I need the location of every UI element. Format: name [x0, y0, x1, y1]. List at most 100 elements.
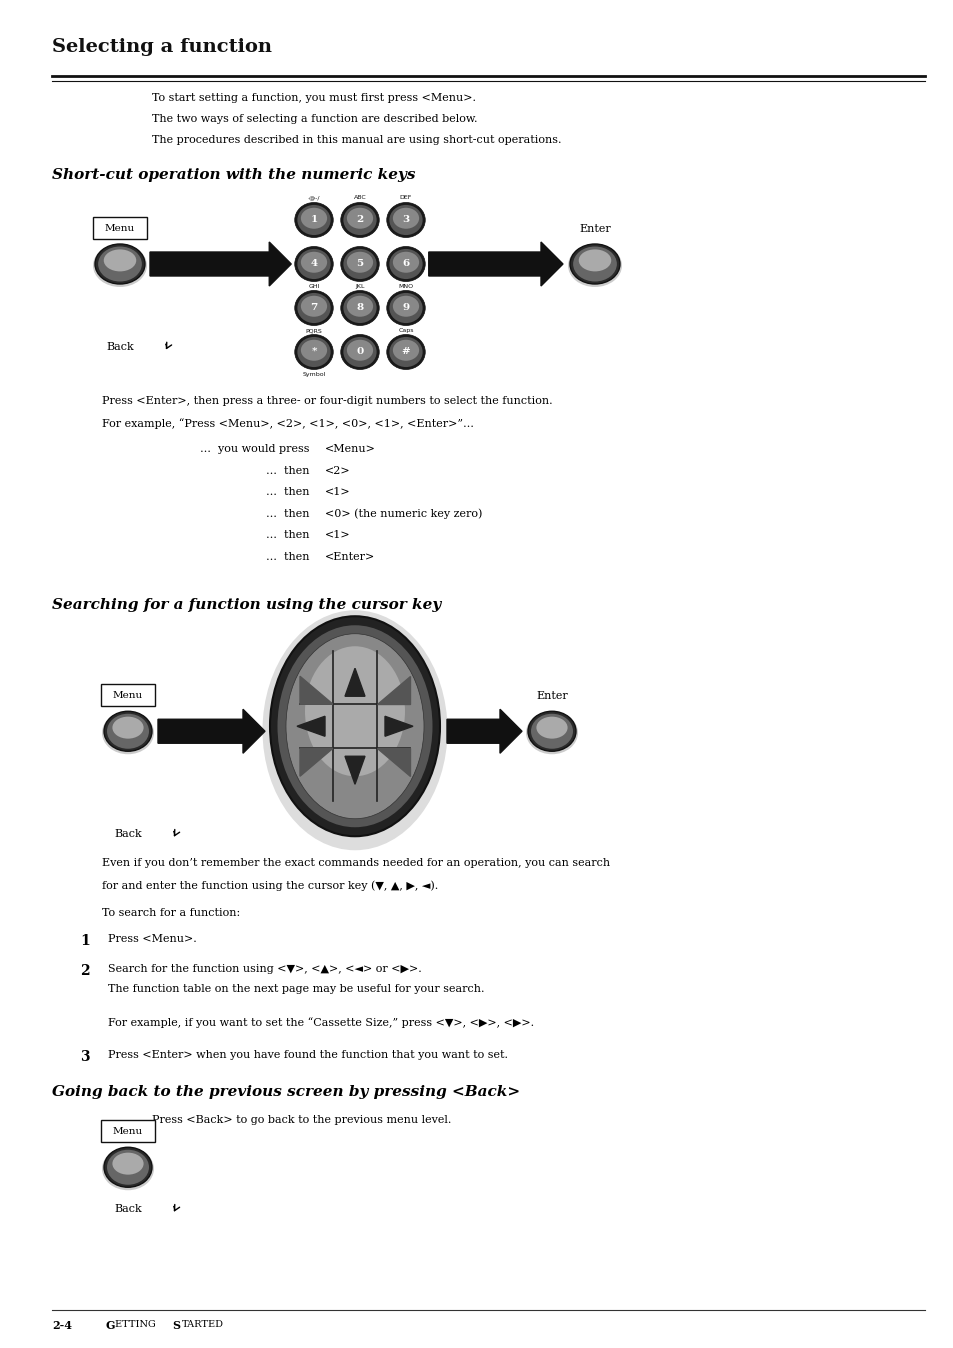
Ellipse shape	[297, 249, 331, 279]
Ellipse shape	[286, 634, 423, 818]
Text: G: G	[105, 1320, 114, 1330]
Text: Press <Back> to go back to the previous menu level.: Press <Back> to go back to the previous …	[152, 1115, 451, 1126]
Text: 3: 3	[80, 1050, 90, 1065]
Text: DEF: DEF	[399, 195, 412, 200]
Ellipse shape	[277, 625, 432, 828]
Text: *: *	[311, 346, 316, 356]
Text: 7: 7	[310, 302, 317, 311]
Text: 4: 4	[310, 259, 317, 268]
Ellipse shape	[297, 293, 331, 324]
Ellipse shape	[112, 717, 144, 739]
Polygon shape	[376, 748, 410, 776]
Ellipse shape	[393, 340, 418, 361]
Ellipse shape	[294, 247, 333, 282]
FancyBboxPatch shape	[92, 217, 147, 239]
Text: #: #	[401, 346, 410, 356]
Ellipse shape	[104, 249, 136, 271]
Text: TARTED: TARTED	[182, 1320, 224, 1329]
Ellipse shape	[300, 208, 327, 229]
Text: Even if you don’t remember the exact commands needed for an operation, you can s: Even if you don’t remember the exact com…	[102, 859, 610, 868]
Text: …  then: … then	[266, 487, 310, 497]
Ellipse shape	[527, 712, 576, 751]
Text: <2>: <2>	[325, 466, 351, 476]
Text: To search for a function:: To search for a function:	[102, 909, 240, 918]
Text: JKL: JKL	[355, 284, 364, 288]
Text: The two ways of selecting a function are described below.: The two ways of selecting a function are…	[152, 115, 477, 124]
Ellipse shape	[340, 202, 379, 237]
Text: <1>: <1>	[325, 530, 351, 541]
Text: ·@-/: ·@-/	[308, 195, 320, 200]
Text: MNO: MNO	[398, 284, 414, 288]
Ellipse shape	[297, 337, 331, 367]
Ellipse shape	[305, 646, 405, 776]
Ellipse shape	[389, 337, 422, 367]
Text: …  then: … then	[266, 530, 310, 541]
Text: 8: 8	[356, 302, 363, 311]
Text: For example, if you want to set the “Cassette Size,” press <▼>, <▶>, <▶>.: For example, if you want to set the “Cas…	[108, 1018, 534, 1029]
Text: For example, “Press <Menu>, <2>, <1>, <0>, <1>, <Enter>”…: For example, “Press <Menu>, <2>, <1>, <0…	[102, 418, 474, 429]
Ellipse shape	[340, 291, 379, 325]
Text: Going back to the previous screen by pressing <Back>: Going back to the previous screen by pre…	[52, 1085, 519, 1099]
Ellipse shape	[300, 295, 327, 317]
Text: 1: 1	[310, 214, 317, 224]
Ellipse shape	[393, 295, 418, 317]
Text: Back: Back	[113, 1204, 142, 1215]
Polygon shape	[299, 677, 333, 704]
Text: Enter: Enter	[536, 692, 567, 701]
Polygon shape	[158, 709, 265, 754]
Ellipse shape	[104, 712, 152, 751]
Ellipse shape	[107, 1150, 149, 1185]
Text: …  then: … then	[266, 466, 310, 476]
Polygon shape	[150, 243, 291, 286]
Ellipse shape	[112, 1153, 144, 1174]
Text: Press <Menu>.: Press <Menu>.	[108, 934, 196, 944]
Ellipse shape	[578, 249, 611, 271]
Ellipse shape	[386, 291, 425, 325]
Ellipse shape	[347, 252, 373, 272]
Ellipse shape	[386, 247, 425, 282]
Ellipse shape	[393, 208, 418, 229]
Ellipse shape	[531, 713, 573, 748]
Text: Short-cut operation with the numeric keys: Short-cut operation with the numeric key…	[52, 168, 416, 182]
FancyBboxPatch shape	[101, 685, 154, 706]
Ellipse shape	[343, 249, 376, 279]
Text: Searching for a function using the cursor key: Searching for a function using the curso…	[52, 599, 441, 612]
Polygon shape	[376, 677, 410, 704]
Text: Caps: Caps	[397, 328, 414, 333]
Text: 0: 0	[356, 346, 363, 356]
Polygon shape	[345, 669, 365, 697]
Ellipse shape	[386, 334, 425, 369]
Ellipse shape	[98, 247, 142, 282]
Text: Enter: Enter	[578, 224, 610, 235]
Text: Back: Back	[113, 829, 142, 840]
Ellipse shape	[340, 334, 379, 369]
Text: PQRS: PQRS	[305, 328, 322, 333]
Ellipse shape	[343, 205, 376, 235]
Ellipse shape	[294, 291, 333, 325]
Ellipse shape	[389, 249, 422, 279]
Text: for and enter the function using the cursor key (▼, ▲, ▶, ◄).: for and enter the function using the cur…	[102, 880, 437, 891]
Ellipse shape	[393, 252, 418, 272]
Ellipse shape	[297, 205, 331, 235]
Ellipse shape	[92, 244, 147, 287]
Polygon shape	[299, 748, 333, 776]
Polygon shape	[345, 756, 365, 785]
Text: Menu: Menu	[112, 1127, 143, 1136]
Text: <Menu>: <Menu>	[325, 445, 375, 454]
Text: Symbol: Symbol	[302, 372, 325, 377]
Ellipse shape	[104, 1147, 152, 1188]
Text: ETTING: ETTING	[115, 1320, 159, 1329]
Text: <1>: <1>	[325, 487, 351, 497]
Ellipse shape	[102, 712, 153, 755]
Text: Menu: Menu	[112, 690, 143, 700]
Ellipse shape	[343, 337, 376, 367]
Ellipse shape	[347, 340, 373, 361]
Text: S: S	[172, 1320, 180, 1330]
Text: ABC: ABC	[354, 195, 366, 200]
Ellipse shape	[525, 712, 578, 755]
Ellipse shape	[389, 293, 422, 324]
Ellipse shape	[347, 295, 373, 317]
Ellipse shape	[294, 202, 333, 237]
Text: 1: 1	[80, 934, 90, 948]
Polygon shape	[428, 243, 562, 286]
